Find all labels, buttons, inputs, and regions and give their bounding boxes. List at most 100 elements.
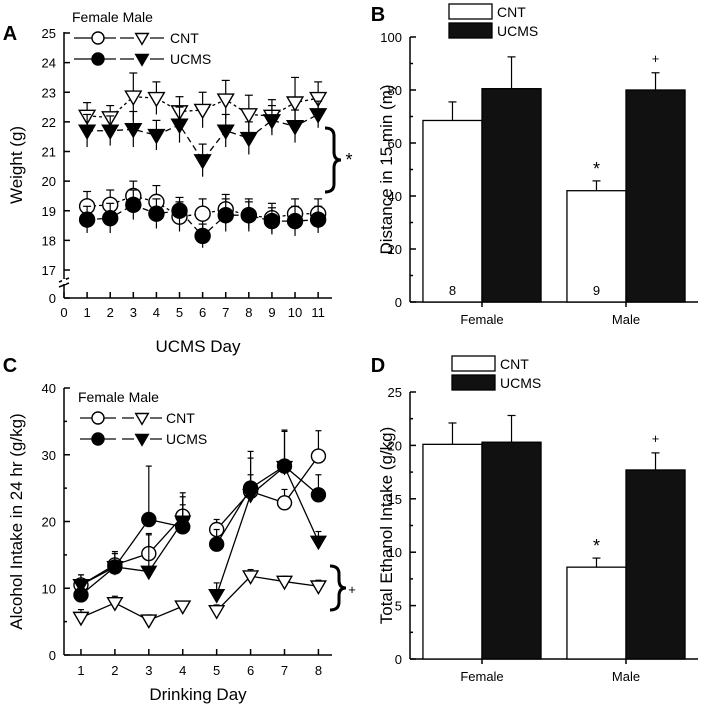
y-tick-label-c: 20: [42, 515, 56, 530]
significance-star: *: [593, 536, 600, 556]
bar: [566, 190, 627, 303]
x-tick-label-c: 2: [111, 663, 118, 678]
data-point: [309, 91, 328, 108]
x-tick-label-a: 0: [60, 305, 67, 320]
y-tick-label: 60: [388, 136, 402, 151]
panel-c: C 0 10 20 30 40 1 2 3 4 5 6 7 8 Drinking Day Alcohol In…: [3, 355, 356, 704]
error-bar: [281, 429, 288, 467]
data-point: [170, 118, 189, 135]
data-point: [124, 122, 143, 139]
error-bar: [651, 452, 660, 470]
data-point: [102, 209, 119, 227]
y-tick-label: 25: [388, 385, 402, 400]
error-bar: [448, 422, 457, 445]
y-tick-label: 10: [388, 545, 402, 560]
category-label: Male: [612, 312, 640, 327]
legend-label: CNT: [170, 30, 199, 46]
error-bar: [507, 56, 516, 89]
y-tick-label-a: 24: [42, 56, 56, 71]
series-ucms: [481, 414, 686, 660]
sample-size-label: 8: [449, 283, 456, 298]
data-point: [309, 580, 327, 595]
y-tick-label-a: 17: [42, 263, 56, 278]
legend-label: UCMS: [170, 51, 211, 67]
y-tick-label-a: 23: [42, 85, 56, 100]
y-axis-title: Distance in 15 min (m): [377, 84, 396, 254]
legend-swatch: [451, 374, 496, 391]
x-tick-label-a: 10: [288, 305, 302, 320]
category-label: Male: [612, 669, 640, 684]
legend-header-a: Female Male: [72, 9, 153, 25]
x-axis-title-a: UCMS Day: [155, 337, 241, 356]
legend-swatch: [448, 22, 493, 39]
legend-marker: [134, 32, 150, 46]
x-tick-label-a: 7: [222, 305, 229, 320]
series-c-3: [72, 429, 327, 604]
data-point: [208, 536, 225, 552]
category-label: Female: [460, 669, 503, 684]
x-tick-label-a: 6: [199, 305, 206, 320]
error-bar: [651, 72, 660, 90]
legend-label: UCMS: [497, 23, 538, 39]
data-point: [106, 596, 124, 612]
panel-label-a: A: [3, 23, 17, 45]
bar: [625, 469, 686, 660]
legend-swatch: [451, 355, 496, 372]
series-line: [216, 465, 319, 545]
y-axis-title-c: Alcohol Intake in 24 hr (g/kg): [7, 413, 26, 629]
y-tick-label-a: 0: [49, 291, 56, 306]
y-tick-label-a: 25: [42, 26, 56, 41]
bar: [625, 89, 686, 303]
legend-marker: [91, 432, 105, 446]
y-tick-label-c: 30: [42, 448, 56, 463]
legend-label: CNT: [497, 4, 526, 20]
y-tick-label-a: 20: [42, 174, 56, 189]
legend-a: Female Male CNT UCMS: [72, 9, 211, 67]
data-point: [141, 511, 157, 528]
x-tick-label-a: 8: [245, 305, 252, 320]
panel-d: D 0 5 10 15 20 25 Total Ethanol Intake (g/kg) Fe…: [371, 355, 698, 684]
legend-marker: [91, 31, 105, 45]
data-point: [242, 488, 260, 504]
significance-mark-a: *: [345, 150, 352, 170]
data-point: [216, 93, 235, 109]
error-bar: [247, 457, 254, 495]
data-point: [208, 604, 226, 620]
data-point: [242, 570, 260, 585]
series-line: [80, 518, 183, 596]
data-point: [72, 611, 90, 627]
data-point: [106, 560, 124, 576]
y-tick-label-a: 21: [42, 145, 56, 160]
y-tick-label: 0: [395, 295, 402, 310]
data-point: [309, 211, 327, 228]
y-tick-label: 20: [388, 242, 402, 257]
y-tick-label-c: 0: [49, 648, 56, 663]
bar: [422, 119, 483, 303]
x-tick-label-c: 4: [179, 663, 186, 678]
x-tick-label-a: 4: [153, 305, 160, 320]
data-point: [285, 119, 305, 136]
data-point: [309, 535, 327, 551]
y-tick-label: 15: [388, 492, 402, 507]
x-axis-title-c: Drinking Day: [149, 685, 247, 704]
series-cnt: [422, 101, 627, 303]
data-point: [275, 575, 294, 591]
data-point: [194, 227, 211, 245]
data-point: [147, 128, 166, 145]
legend-marker: [91, 411, 105, 425]
legend-swatch: [448, 3, 493, 20]
y-axis-title-a: Weight (g): [7, 126, 26, 204]
y-tick-label-a: 19: [42, 204, 56, 219]
data-point: [262, 114, 282, 130]
series-line: [216, 455, 319, 530]
data-point: [275, 460, 294, 476]
legend-c: Female Male CNT UCMS: [78, 389, 207, 447]
error-bar: [145, 465, 152, 520]
legend-label: UCMS: [500, 375, 541, 391]
legend-marker: [134, 412, 150, 426]
x-tick-label-c: 8: [315, 663, 322, 678]
y-tick-label: 0: [395, 652, 402, 667]
error-bar: [592, 180, 601, 191]
